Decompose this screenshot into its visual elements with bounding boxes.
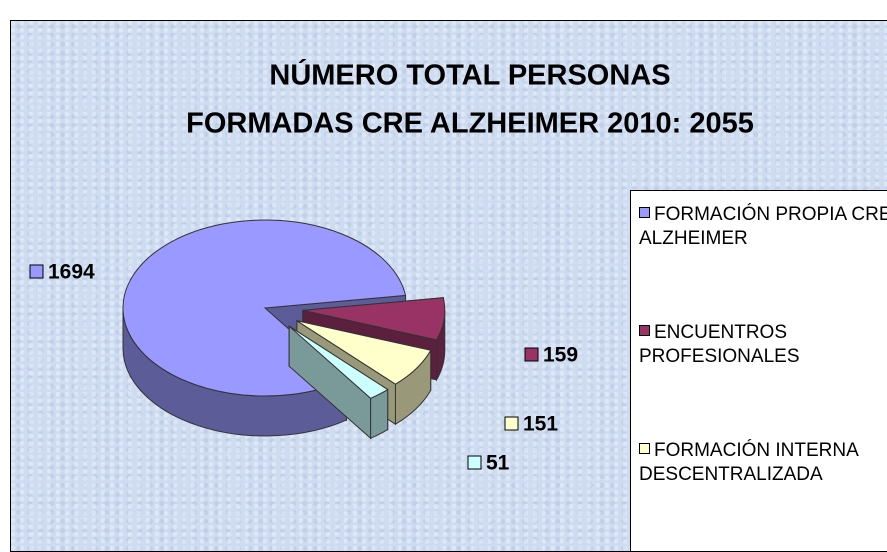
data-label: 1694	[48, 261, 95, 284]
legend: FORMACIÓN PROPIA CRE ALZHEIMER ENCUENTROS…	[630, 190, 887, 552]
slice-top	[122, 219, 407, 397]
legend-label: FORMACIÓN INTERNA DESCENTRALIZADA	[639, 440, 858, 485]
legend-label: ENCUENTROS PROFESIONALES	[639, 322, 800, 367]
page: NÚMERO TOTAL PERSONAS FORMADAS CRE ALZHE…	[10, 20, 887, 552]
slice-top	[288, 325, 389, 399]
data-label: 51	[486, 452, 510, 475]
legend-swatch	[639, 207, 650, 218]
legend-item: ENCUENTROS PROFESIONALES	[639, 321, 887, 369]
legend-swatch	[639, 325, 650, 336]
chart-title: FORMADAS CRE ALZHEIMER 2010: 2055	[186, 108, 754, 140]
legend-item: FORMACIÓN PROPIA CRE ALZHEIMER	[639, 203, 887, 251]
slice-top	[302, 297, 446, 341]
chart-title: NÚMERO TOTAL PERSONAS	[269, 58, 670, 92]
slice-top	[296, 320, 432, 385]
chart: NÚMERO TOTAL PERSONAS FORMADAS CRE ALZHE…	[29, 58, 754, 475]
legend-swatch	[639, 443, 650, 454]
legend-item: FORMACIÓN INTERNA DESCENTRALIZADA	[639, 439, 887, 487]
label-marker	[504, 416, 519, 431]
label-marker	[467, 455, 482, 470]
data-label: 159	[543, 344, 578, 367]
slice	[288, 325, 389, 440]
data-label: 151	[523, 413, 558, 436]
label-marker	[29, 264, 44, 279]
label-marker	[524, 347, 539, 362]
legend-label: FORMACIÓN PROPIA CRE ALZHEIMER	[639, 204, 887, 249]
